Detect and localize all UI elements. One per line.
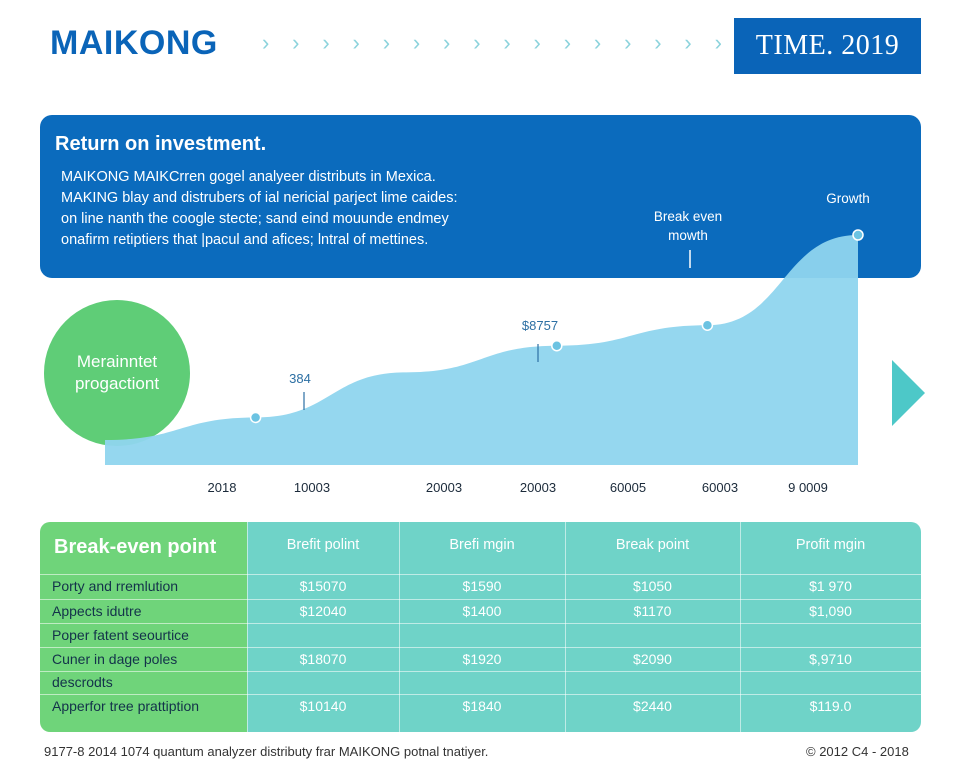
table-cell: $119.0 (809, 698, 852, 714)
row-divider (40, 694, 921, 695)
row-label: Porty and rremlution (52, 578, 179, 594)
table-cell: $1840 (462, 698, 502, 714)
point-label: $8757 (522, 318, 558, 333)
row-label: Apperfor tree prattiption (52, 698, 200, 714)
table-cell: $15070 (299, 578, 347, 594)
row-divider (40, 671, 921, 672)
x-tick-label: 60003 (702, 480, 738, 495)
chevron-right-icon: › (654, 30, 662, 55)
row-label: Poper fatent seourtice (52, 627, 189, 643)
table-title: Break-even point (54, 536, 217, 558)
table-cell: $10140 (299, 698, 347, 714)
circle-line: progactiont (74, 374, 160, 393)
chevron-right-icon: › (624, 30, 632, 55)
table-cell: $,9710 (809, 651, 852, 667)
chevron-right-icon: › (684, 30, 692, 55)
table-label-column (40, 522, 247, 732)
table-cell: $1400 (462, 603, 502, 619)
data-point (249, 411, 262, 424)
roi-line: onafirm retiptiers that |pacul and afice… (61, 232, 429, 248)
row-divider (40, 647, 921, 648)
projection-circle: Merainntet progactiont (44, 300, 190, 446)
table-cell: $18070 (299, 651, 347, 667)
chevron-right-icon: › (593, 30, 602, 55)
footer-copyright: © 2012 C4 - 2018 (806, 744, 909, 759)
point-label: 384 (289, 371, 311, 386)
x-tick-label: 20003 (520, 480, 556, 495)
roi-description: MAIKONG MAIKCrren gogel analyeer distrib… (61, 167, 481, 251)
roi-line: on line nanth the coogle stecte; sand ei… (61, 211, 449, 227)
table-cell: $12040 (299, 603, 347, 619)
chevron-right-icon: › (382, 30, 391, 55)
row-divider (40, 623, 921, 624)
table-cell: $1920 (462, 651, 502, 667)
table-value-columns (247, 522, 921, 732)
roi-title: Return on investment. (55, 133, 267, 155)
chevron-right-icon: › (322, 30, 330, 55)
chevron-right-icon: › (262, 30, 270, 55)
x-tick-label: 20003 (426, 480, 462, 495)
column-header: Break point (615, 537, 690, 553)
footer-note: 9177-8 2014 1074 quantum analyzer distri… (44, 744, 489, 759)
table-cell: $1 970 (809, 578, 852, 594)
row-divider (40, 599, 921, 600)
x-tick-label: 9 0009 (788, 480, 828, 495)
column-divider (565, 522, 566, 732)
chevron-right-icon: › (563, 30, 572, 55)
row-label: Appects idutre (52, 603, 142, 619)
circle-line: Merainntet (76, 352, 158, 371)
arrow-right-icon (892, 360, 925, 426)
column-divider (399, 522, 400, 732)
chevron-right-icon: › (292, 30, 300, 55)
table-cell: $2440 (633, 698, 672, 714)
x-tick-label: 60005 (610, 480, 646, 495)
chevron-right-icon: › (443, 30, 451, 55)
row-divider (40, 574, 921, 575)
time-badge: TIME. 2019 (734, 18, 921, 74)
table-cell: $1170 (633, 603, 672, 619)
table-cell: $1050 (633, 578, 672, 594)
break-even-table: Break-even point Brefit polint Brefi mgi… (40, 522, 921, 732)
data-point (701, 319, 714, 331)
chevron-right-icon: › (503, 30, 511, 55)
roi-card: Return on investment. MAIKONG MAIKCrren … (40, 115, 921, 278)
row-label: Cuner in dage poles (52, 651, 178, 667)
column-header: Profit mgin (795, 537, 866, 553)
column-divider (740, 522, 741, 732)
chevron-right-icon: › (412, 30, 421, 55)
chevron-right-icon: › (533, 30, 541, 55)
table-cell: $1,090 (809, 603, 852, 619)
column-divider (247, 522, 248, 732)
x-tick-label: 2018 (208, 480, 237, 495)
table-cell: $1590 (462, 578, 502, 594)
chevron-divider: › › › › › › › › › › › › › › › › (262, 32, 722, 54)
chevron-right-icon: › (473, 30, 481, 55)
row-label: descrodts (52, 674, 113, 690)
table-cell: $2090 (633, 651, 672, 667)
column-header: Brefit polint (286, 537, 360, 553)
column-header: Brefi mgin (449, 537, 515, 553)
x-tick-label: 10003 (294, 480, 330, 495)
chevron-right-icon: › (714, 30, 722, 55)
roi-line: MAIKONG MAIKCrren gogel analyeer distrib… (61, 169, 436, 185)
data-point (551, 339, 563, 352)
roi-line: MAKING blay and distrubers of ial nerici… (61, 190, 458, 206)
chevron-right-icon: › (352, 30, 360, 55)
brand-logo: MAIKONG (50, 24, 218, 62)
